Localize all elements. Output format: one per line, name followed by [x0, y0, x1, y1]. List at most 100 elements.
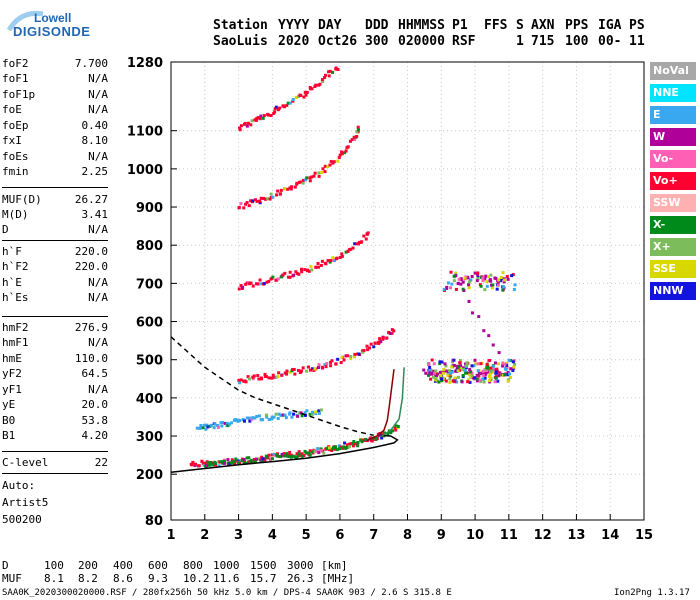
- muf-distance: 100: [44, 559, 64, 572]
- param-value: 53.8: [81, 414, 109, 427]
- spread-point: [448, 380, 452, 384]
- echo-point: [506, 277, 510, 281]
- echo-point: [370, 439, 374, 443]
- echo-point: [260, 460, 264, 464]
- echo-point: [256, 116, 260, 120]
- echo-point: [328, 69, 332, 73]
- echo-point: [328, 260, 332, 264]
- spread-point: [441, 371, 445, 375]
- echo-point: [244, 202, 248, 206]
- param-key: foF1: [2, 72, 29, 85]
- echo-point: [308, 176, 312, 180]
- echo-point: [336, 357, 340, 361]
- echo-point: [307, 451, 311, 455]
- y-tick-label: 1280: [127, 56, 163, 71]
- param-key: yE: [2, 398, 16, 411]
- echo-point: [342, 358, 346, 362]
- echo-scatter: [189, 66, 517, 468]
- echo-point: [323, 170, 327, 174]
- echo-point: [274, 105, 278, 109]
- echo-point: [281, 104, 285, 108]
- echo-point: [320, 365, 324, 369]
- x-tick-label: 14: [601, 528, 619, 543]
- echo-point: [378, 337, 382, 341]
- echo-point: [204, 427, 208, 431]
- echo-point: [282, 452, 286, 456]
- spread-point: [489, 371, 493, 375]
- echo-point: [198, 426, 202, 430]
- spread-point: [443, 362, 447, 366]
- hdr-value-time: 020000: [398, 34, 445, 49]
- echo-point: [340, 150, 344, 154]
- spread-point: [482, 380, 486, 384]
- echo-point: [217, 464, 221, 468]
- echo-point: [273, 110, 277, 114]
- spread-point: [479, 284, 483, 288]
- echo-point: [356, 440, 360, 444]
- echo-point: [334, 67, 338, 71]
- echo-point: [285, 369, 289, 373]
- spread-point: [513, 283, 517, 287]
- spread-point: [505, 366, 509, 370]
- spread-point: [481, 377, 485, 381]
- hdr-value-year: 2020: [278, 34, 310, 49]
- echo-point: [274, 375, 278, 379]
- spread-point: [505, 275, 509, 279]
- echo-point: [351, 444, 355, 448]
- spread-point: [485, 369, 489, 373]
- spread-point: [457, 277, 461, 281]
- echo-point: [205, 464, 209, 468]
- echo-point: [284, 416, 288, 420]
- spread-point: [454, 271, 458, 275]
- echo-point: [277, 371, 281, 375]
- echo-point: [292, 367, 296, 371]
- echo-point: [339, 361, 343, 365]
- echo-point: [346, 249, 350, 253]
- echo-point: [489, 279, 493, 283]
- echo-point: [258, 117, 262, 121]
- param-value: N/A: [88, 72, 108, 85]
- echo-point: [329, 364, 333, 368]
- echo-point: [353, 355, 357, 359]
- echo-point: [362, 234, 366, 238]
- echo-point: [311, 367, 315, 371]
- param-value: N/A: [88, 291, 108, 304]
- echo-point: [228, 422, 232, 426]
- spread-point: [490, 286, 494, 290]
- echo-point: [225, 421, 229, 425]
- profile-curves: [170, 336, 405, 474]
- autoscale-code: 500200: [2, 513, 42, 526]
- echo-point: [356, 125, 360, 129]
- echo-point: [320, 171, 324, 175]
- echo-point: [239, 284, 243, 288]
- legend-item-xminus: X-: [650, 216, 696, 234]
- echo-point: [317, 363, 321, 367]
- echo-point: [197, 464, 201, 468]
- echo-point: [309, 265, 313, 269]
- echo-point: [317, 171, 321, 175]
- param-value: N/A: [88, 383, 108, 396]
- x-tick-label: 10: [466, 528, 484, 543]
- param-value: N/A: [88, 336, 108, 349]
- hdr-label-axn: AXN: [531, 18, 555, 33]
- echo-point: [334, 445, 338, 449]
- echo-point: [276, 277, 280, 281]
- echo-point: [200, 459, 204, 463]
- spread-point: [488, 358, 492, 362]
- profile-curve: [170, 336, 374, 437]
- echo-point: [316, 265, 320, 269]
- echo-point: [422, 368, 426, 372]
- echo-point: [271, 373, 275, 377]
- echo-point: [220, 424, 224, 428]
- echo-point: [273, 107, 277, 111]
- x-tick-label: 13: [567, 528, 585, 543]
- echo-point: [239, 378, 243, 382]
- spread-point: [449, 286, 453, 290]
- echo-point: [261, 418, 265, 422]
- echo-point: [226, 424, 230, 428]
- spread-point: [454, 287, 458, 291]
- echo-point: [279, 192, 283, 196]
- muf-value: 8.6: [113, 572, 133, 585]
- echo-point: [374, 437, 378, 441]
- spread-point: [481, 279, 485, 283]
